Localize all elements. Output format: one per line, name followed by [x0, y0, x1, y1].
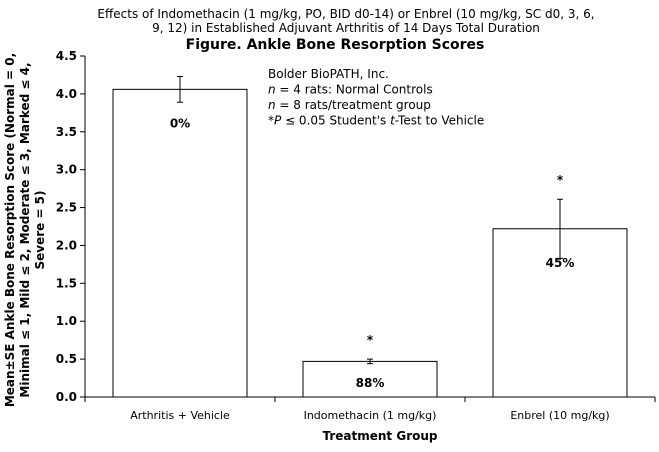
y-tick-label: 4.5: [56, 49, 77, 63]
y-tick-label: 4.0: [56, 87, 77, 101]
significance-markers: **: [367, 173, 564, 347]
chart-subtitle: Effects of Indomethacin (1 mg/kg, PO, BI…: [97, 7, 594, 35]
bar-data-label: 0%: [170, 116, 190, 130]
y-tick-label: 3.0: [56, 163, 77, 177]
x-tick-label: Enbrel (10 mg/kg): [510, 409, 609, 422]
y-tick-label: 1.0: [56, 314, 77, 328]
y-axis-ticks: 0.0 0.5 1.0 1.5 2.0 2.5 3.0 3.5 4.0 4.5: [56, 49, 85, 404]
annotation-run: = 8 rats/treatment group: [276, 98, 431, 112]
x-tick-label: Indomethacin (1 mg/kg): [304, 409, 437, 422]
annotation-line: n = 4 rats: Normal Controls: [268, 83, 433, 97]
significance-star: *: [557, 173, 564, 187]
significance-star: *: [367, 333, 374, 347]
y-axis-label-line: Severe = 5): [33, 190, 47, 269]
annotation-run: *P: [268, 114, 282, 128]
y-tick-label: 2.0: [56, 238, 77, 252]
y-tick-label: 0.0: [56, 390, 77, 404]
annotation-line: n = 8 rats/treatment group: [268, 98, 431, 112]
chart-title: Figure. Ankle Bone Resorption Scores: [186, 37, 485, 53]
annotation-line: *P ≤ 0.05 Student's t-Test to Vehicle: [268, 114, 484, 128]
bar: [302, 360, 438, 398]
bar-data-label: 88%: [356, 376, 385, 390]
bar-data-label: 45%: [546, 256, 575, 270]
y-axis-label-line: Minimal ≤ 1, Mild ≤ 2, Moderate ≤ 3, Mar…: [18, 62, 32, 397]
annotation-run: Bolder BioPATH, Inc.: [268, 67, 389, 81]
annotation-run: n: [268, 83, 276, 97]
y-tick-label: 2.5: [56, 201, 77, 215]
error-bars: [177, 75, 563, 365]
annotation-run: ≤ 0.05 Student's: [281, 114, 390, 128]
annotation-run: -Test to Vehicle: [395, 114, 484, 128]
bar: [112, 88, 248, 398]
annotation-box: Bolder BioPATH, Inc. n = 4 rats: Normal C…: [268, 67, 484, 128]
y-axis-label: Mean±SE Ankle Bone Resorption Score (Nor…: [3, 53, 47, 407]
annotation-run: = 4 rats: Normal Controls: [276, 83, 433, 97]
bars: [112, 88, 628, 398]
bar-labels: 0% 88% 45%: [170, 116, 575, 390]
annotation-line: Bolder BioPATH, Inc.: [268, 67, 389, 81]
chart-subtitle-line: Effects of Indomethacin (1 mg/kg, PO, BI…: [97, 7, 594, 21]
y-axis-label-line: Mean±SE Ankle Bone Resorption Score (Nor…: [3, 53, 17, 407]
x-axis-label: Treatment Group: [322, 429, 437, 443]
x-axis-ticks: Arthritis + Vehicle Indomethacin (1 mg/kg…: [84, 397, 656, 422]
y-tick-label: 1.5: [56, 276, 77, 290]
annotation-run: t: [390, 114, 396, 128]
chart-subtitle-line: 9, 12) in Established Adjuvant Arthritis…: [152, 21, 540, 35]
x-tick-label: Arthritis + Vehicle: [130, 409, 230, 422]
y-tick-label: 3.5: [56, 125, 77, 139]
annotation-run: n: [268, 98, 276, 112]
y-tick-label: 0.5: [56, 352, 77, 366]
